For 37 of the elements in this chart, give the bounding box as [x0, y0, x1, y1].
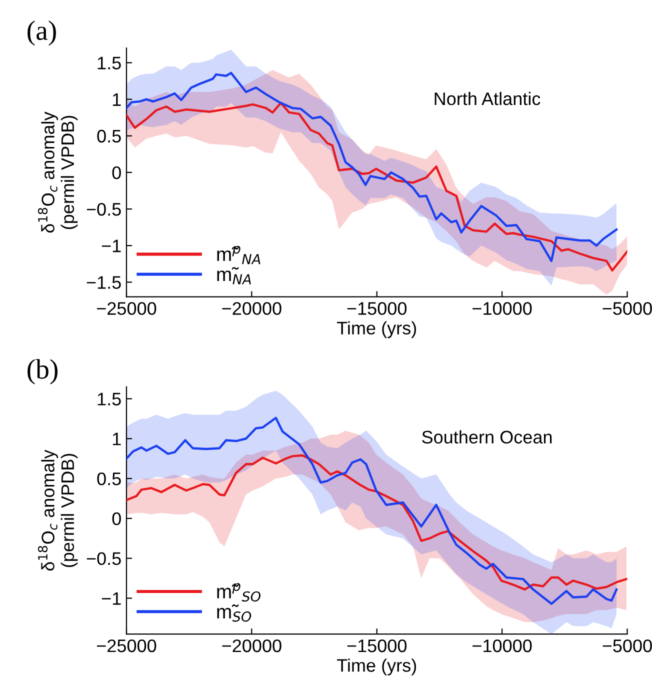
legend-label: m̃$^{p}$$_{SO}$ [217, 583, 260, 602]
annotation: Southern Ocean [422, 430, 552, 444]
x-tick-label: −5000 [602, 302, 652, 315]
chart-title: (b) [28, 359, 58, 384]
y-tick-label: −1 [102, 592, 121, 605]
y-axis-title: δ$^{18}$O$_{c}$ anomaly (permil VPDB) [38, 450, 78, 571]
line-series [126, 416, 618, 605]
y-tick-label: 0 [112, 166, 121, 180]
y-tick-label: −0.5 [86, 552, 121, 566]
legend-label: m̃$_{SO}$ [217, 604, 252, 622]
x-tick-label: −25000 [97, 302, 156, 315]
x-tick-label: −20000 [222, 302, 282, 315]
chart-title: (a) [28, 20, 56, 46]
x-tick-label: −10000 [472, 639, 532, 652]
y-tick-label: 1 [112, 93, 121, 106]
x-tick-label: −15000 [347, 639, 407, 652]
y-tick-label: −1.5 [86, 276, 121, 289]
y-tick-label: 1.5 [98, 392, 121, 406]
legend-label: m̃$^{p}$$_{NA}$ [217, 246, 260, 264]
annotation: North Atlantic [434, 92, 540, 106]
x-tick-label: −5000 [602, 639, 652, 652]
x-tick-label: −25000 [97, 639, 156, 652]
x-axis-title: Time (yrs) [336, 321, 416, 338]
y-tick-label: 1 [112, 432, 121, 446]
y-tick-label: 0.5 [97, 472, 121, 486]
y-tick-label: −1 [102, 240, 121, 252]
x-tick-label: −20000 [222, 639, 282, 652]
x-tick-label: −10000 [472, 302, 532, 315]
y-tick-label: −0.5 [86, 202, 121, 216]
y-tick-label: 1.5 [98, 56, 121, 70]
legend-label: m̃$_{NA}$ [217, 267, 251, 284]
line-series [126, 72, 618, 262]
x-tick-label: −15000 [347, 302, 407, 315]
y-tick-label: 0.5 [97, 130, 121, 143]
x-axis-title: Time (yrs) [336, 658, 416, 676]
y-tick-label: 0 [112, 512, 121, 526]
y-axis-title: δ$^{18}$O$_{c}$ anomaly (permil VPDB) [38, 112, 78, 233]
